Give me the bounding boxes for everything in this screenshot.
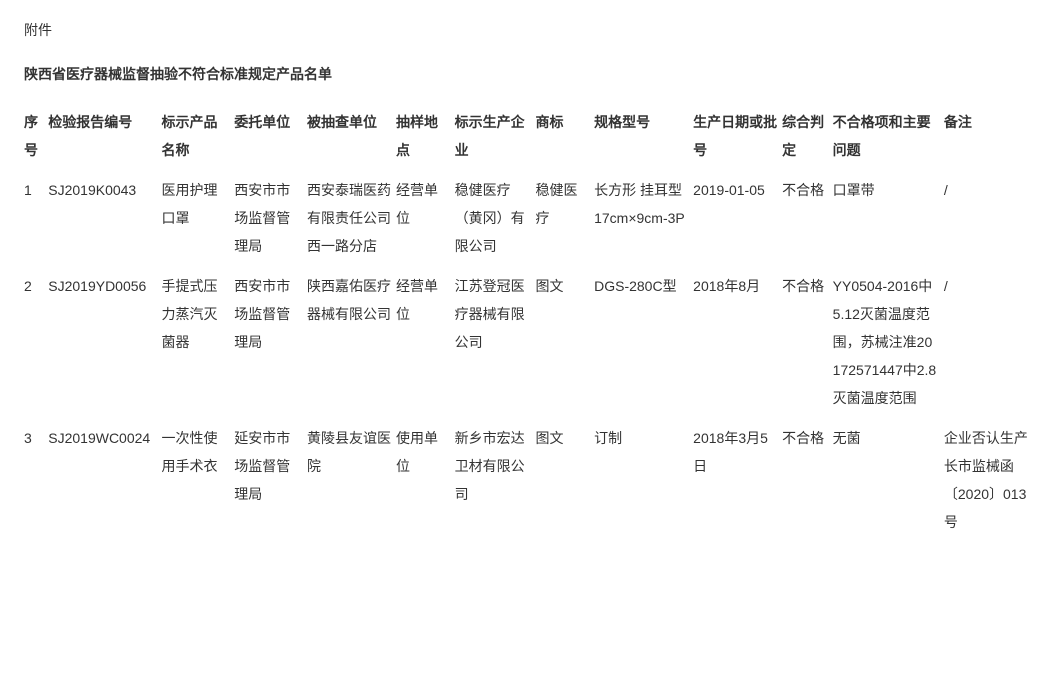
cell-seq: 2	[24, 266, 48, 418]
cell-seq: 1	[24, 170, 48, 266]
col-issues: 不合格项和主要问题	[833, 102, 944, 170]
cell-issues: YY0504-2016中5.12灭菌温度范围，苏械注准20172571447中2…	[833, 266, 944, 418]
cell-inspected_unit: 黄陵县友谊医院	[307, 418, 396, 542]
col-verdict: 综合判定	[782, 102, 833, 170]
table-header-row: 序号 检验报告编号 标示产品名称 委托单位 被抽查单位 抽样地点 标示生产企业 …	[24, 102, 1035, 170]
col-inspected-unit: 被抽查单位	[307, 102, 396, 170]
cell-sampling_site: 使用单位	[396, 418, 455, 542]
col-remark: 备注	[944, 102, 1035, 170]
attachment-label: 附件	[24, 20, 1035, 40]
col-trademark: 商标	[535, 102, 594, 170]
col-spec: 规格型号	[594, 102, 693, 170]
cell-report_no: SJ2019YD0056	[48, 266, 161, 418]
cell-remark: /	[944, 170, 1035, 266]
cell-trademark: 稳健医疗	[535, 170, 594, 266]
cell-manufacturer: 稳健医疗（黄冈）有限公司	[455, 170, 536, 266]
cell-verdict: 不合格	[782, 266, 833, 418]
cell-client: 西安市市场监督管理局	[234, 170, 307, 266]
cell-product_name: 手提式压力蒸汽灭菌器	[161, 266, 234, 418]
cell-client: 延安市市场监督管理局	[234, 418, 307, 542]
cell-spec: 长方形 挂耳型 17cm×9cm-3P	[594, 170, 693, 266]
cell-trademark: 图文	[535, 266, 594, 418]
cell-seq: 3	[24, 418, 48, 542]
cell-sampling_site: 经营单位	[396, 266, 455, 418]
cell-spec: 订制	[594, 418, 693, 542]
table-row: 1SJ2019K0043医用护理口罩西安市市场监督管理局西安泰瑞医药有限责任公司…	[24, 170, 1035, 266]
cell-report_no: SJ2019K0043	[48, 170, 161, 266]
cell-manufacturer: 新乡市宏达卫材有限公司	[455, 418, 536, 542]
cell-trademark: 图文	[535, 418, 594, 542]
col-report-no: 检验报告编号	[48, 102, 161, 170]
cell-product_name: 医用护理口罩	[161, 170, 234, 266]
cell-prod_date: 2018年8月	[693, 266, 782, 418]
cell-product_name: 一次性使用手术衣	[161, 418, 234, 542]
cell-prod_date: 2018年3月5日	[693, 418, 782, 542]
cell-verdict: 不合格	[782, 418, 833, 542]
table-row: 3SJ2019WC0024一次性使用手术衣延安市市场监督管理局黄陵县友谊医院使用…	[24, 418, 1035, 542]
cell-remark: /	[944, 266, 1035, 418]
cell-remark: 企业否认生产长市监械函〔2020〕013号	[944, 418, 1035, 542]
products-table: 序号 检验报告编号 标示产品名称 委托单位 被抽查单位 抽样地点 标示生产企业 …	[24, 102, 1035, 542]
col-seq: 序号	[24, 102, 48, 170]
cell-sampling_site: 经营单位	[396, 170, 455, 266]
col-product-name: 标示产品名称	[161, 102, 234, 170]
cell-prod_date: 2019-01-05	[693, 170, 782, 266]
col-client: 委托单位	[234, 102, 307, 170]
col-prod-date: 生产日期或批号	[693, 102, 782, 170]
cell-issues: 无菌	[833, 418, 944, 542]
col-manufacturer: 标示生产企业	[455, 102, 536, 170]
cell-report_no: SJ2019WC0024	[48, 418, 161, 542]
document-title: 陕西省医疗器械监督抽验不符合标准规定产品名单	[24, 64, 1035, 84]
cell-spec: DGS-280C型	[594, 266, 693, 418]
cell-inspected_unit: 陕西嘉佑医疗器械有限公司	[307, 266, 396, 418]
cell-verdict: 不合格	[782, 170, 833, 266]
cell-client: 西安市市场监督管理局	[234, 266, 307, 418]
cell-issues: 口罩带	[833, 170, 944, 266]
cell-inspected_unit: 西安泰瑞医药有限责任公司西一路分店	[307, 170, 396, 266]
table-row: 2SJ2019YD0056手提式压力蒸汽灭菌器西安市市场监督管理局陕西嘉佑医疗器…	[24, 266, 1035, 418]
col-sampling-site: 抽样地点	[396, 102, 455, 170]
cell-manufacturer: 江苏登冠医疗器械有限公司	[455, 266, 536, 418]
